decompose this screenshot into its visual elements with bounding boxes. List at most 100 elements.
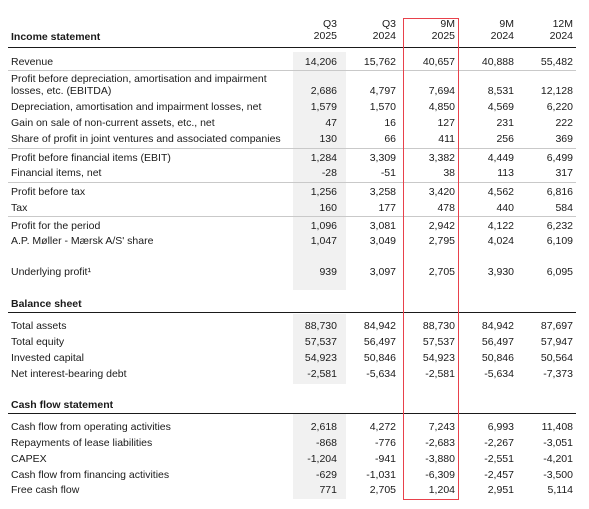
value-9m-2024: 40,888: [481, 56, 514, 68]
value-12m-2024: 6,095: [546, 266, 573, 278]
value-q3-2025: 57,537: [304, 336, 337, 348]
rule: [8, 148, 576, 149]
value-9m-2025: -3,880: [425, 453, 455, 465]
value-9m-2024: 4,024: [487, 235, 514, 247]
value-q3-2024: -776: [374, 437, 396, 449]
value-9m-2025: 7,694: [428, 85, 455, 97]
value-9m-2025: 38: [443, 167, 455, 179]
value-q3-2025: -28: [321, 167, 337, 179]
value-q3-2024: 4,797: [369, 85, 396, 97]
value-12m-2024: 6,816: [546, 186, 573, 198]
value-9m-2024: 4,449: [487, 152, 514, 164]
value-12m-2024: 57,947: [540, 336, 573, 348]
value-q3-2025: 1,284: [310, 152, 337, 164]
value-9m-2024: 4,569: [487, 101, 514, 113]
value-9m-2025: 40,657: [422, 56, 455, 68]
value-9m-2025: -6,309: [425, 469, 455, 481]
value-9m-2024: -2,551: [484, 453, 514, 465]
value-12m-2024: -4,201: [543, 453, 573, 465]
row-label-line2: losses, etc. (EBITDA): [11, 85, 112, 97]
value-q3-2025: 2,618: [310, 421, 337, 433]
row-label: Profit before financial items (EBIT): [11, 152, 171, 164]
value-q3-2024: -941: [374, 453, 396, 465]
value-q3-2024: 15,762: [363, 56, 396, 68]
value-q3-2025: 1,579: [310, 101, 337, 113]
value-12m-2024: 6,220: [546, 101, 573, 113]
row-label: Revenue: [11, 56, 54, 68]
value-12m-2024: -3,051: [543, 437, 573, 449]
value-12m-2024: 6,109: [546, 235, 573, 247]
value-12m-2024: -7,373: [543, 368, 573, 380]
row-label: Depreciation, amortisation and impairmen…: [11, 101, 262, 113]
value-q3-2024: 3,049: [369, 235, 396, 247]
value-q3-2025: 2,686: [310, 85, 337, 97]
value-9m-2024: 2,951: [487, 484, 514, 496]
value-12m-2024: 369: [555, 133, 573, 145]
value-q3-2024: 66: [384, 133, 396, 145]
section-title-cashflow: Cash flow statement: [11, 399, 114, 411]
col-header-q3-2024: Q3 2024: [372, 18, 396, 42]
value-12m-2024: 5,114: [547, 484, 574, 496]
value-9m-2024: -5,634: [484, 368, 514, 380]
value-q3-2025: -2,581: [307, 368, 337, 380]
value-9m-2025: 411: [438, 133, 455, 145]
row-label: Net interest-bearing debt: [11, 368, 127, 380]
row-label: Gain on sale of non-current assets, etc.…: [11, 117, 215, 129]
value-q3-2025: 1,047: [310, 235, 337, 247]
value-q3-2025: -868: [315, 437, 337, 449]
value-9m-2025: 3,420: [428, 186, 455, 198]
value-9m-2025: 127: [437, 117, 455, 129]
row-label: Invested capital: [11, 352, 84, 364]
col-header-12m-2024: 12M 2024: [549, 18, 573, 42]
value-q3-2025: 160: [319, 202, 337, 214]
value-9m-2024: 4,562: [487, 186, 514, 198]
value-12m-2024: 87,697: [540, 320, 573, 332]
value-q3-2024: 84,942: [363, 320, 396, 332]
value-9m-2025: 2,795: [428, 235, 455, 247]
value-9m-2024: -2,267: [484, 437, 514, 449]
row-label: Cash flow from operating activities: [11, 421, 171, 433]
q3-2025-shade-cashflow: [293, 414, 346, 499]
value-q3-2024: -1,031: [366, 469, 396, 481]
value-q3-2024: 3,081: [369, 220, 396, 232]
value-12m-2024: 584: [555, 202, 573, 214]
value-q3-2024: 1,570: [369, 101, 396, 113]
value-q3-2024: 177: [378, 202, 396, 214]
value-9m-2024: 4,122: [487, 220, 514, 232]
value-q3-2024: 50,846: [363, 352, 396, 364]
row-label: Underlying profit¹: [11, 266, 91, 278]
col-header-9m-2025: 9M 2025: [431, 18, 455, 42]
row-label: Tax: [11, 202, 28, 214]
row-label: Free cash flow: [11, 484, 80, 496]
value-q3-2024: 56,497: [363, 336, 396, 348]
value-9m-2025: 1,204: [428, 484, 455, 496]
value-9m-2024: 50,846: [481, 352, 514, 364]
value-q3-2025: 771: [319, 484, 337, 496]
rule: [8, 216, 576, 217]
row-label: Repayments of lease liabilities: [11, 437, 153, 449]
value-9m-2024: 56,497: [481, 336, 514, 348]
section-title-balance: Balance sheet: [11, 298, 82, 310]
value-9m-2025: -2,581: [425, 368, 455, 380]
value-q3-2025: 1,256: [310, 186, 337, 198]
section-rule: [8, 312, 576, 313]
q3-2025-shade-balance: [293, 314, 346, 384]
section-rule: [8, 413, 576, 414]
value-12m-2024: 55,482: [540, 56, 573, 68]
row-label: Total assets: [11, 320, 67, 332]
value-9m-2024: 440: [496, 202, 514, 214]
value-12m-2024: 50,564: [540, 352, 573, 364]
value-q3-2024: 3,309: [369, 152, 396, 164]
row-label: Cash flow from financing activities: [11, 469, 170, 481]
value-9m-2025: 2,942: [428, 220, 455, 232]
row-label: A.P. Møller - Mærsk A/S' share: [11, 235, 154, 247]
value-9m-2025: 7,243: [428, 421, 455, 433]
value-9m-2025: 2,705: [428, 266, 455, 278]
value-12m-2024: 6,232: [546, 220, 573, 232]
value-9m-2024: 6,993: [487, 421, 514, 433]
value-9m-2024: 3,930: [487, 266, 514, 278]
value-q3-2025: 88,730: [304, 320, 337, 332]
value-12m-2024: 12,128: [540, 85, 573, 97]
value-q3-2025: 939: [319, 266, 337, 278]
value-9m-2024: 231: [496, 117, 514, 129]
